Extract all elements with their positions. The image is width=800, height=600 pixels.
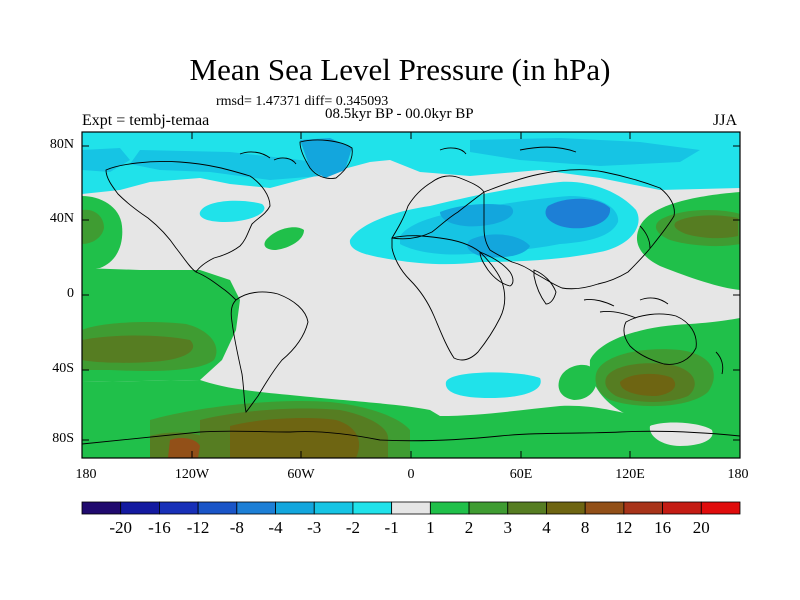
colorbar-swatch: [313, 501, 354, 515]
india-coast: [533, 269, 557, 305]
indian-ocean-positive: [558, 364, 597, 400]
arabia-coast: [479, 251, 514, 287]
northwest-pacific-core-inner: [674, 215, 738, 239]
colorbar-label: -20: [109, 518, 133, 537]
central-america-coast: [195, 271, 237, 301]
lon-label-60e: 60E: [509, 467, 533, 482]
colorbar-swatch: [236, 501, 276, 515]
lat-label-0: 0: [67, 286, 74, 301]
greenland-negative: [300, 138, 352, 178]
colorbar-label: 8: [580, 518, 590, 537]
contour-fill-layer: [82, 132, 740, 458]
colorbar-swatch: [546, 501, 586, 515]
colorbar-label: -1: [384, 518, 399, 537]
colorbar-label: 3: [503, 518, 513, 537]
atlantic-positive-cell: [264, 227, 304, 250]
colorbar-swatch: [468, 501, 509, 515]
antarctic-positive-max: [230, 418, 360, 458]
south-america-coast: [230, 291, 309, 413]
lon-label-60w: 60W: [287, 467, 315, 482]
colorbar-label: -2: [345, 518, 361, 537]
north-pacific-west-core: [82, 209, 104, 244]
colorbar-swatch: [507, 501, 547, 515]
eurasia-negative-core-east: [545, 198, 611, 229]
map-title: Mean Sea Level Pressure (in hPa): [189, 52, 611, 87]
colorbar-label: -3: [307, 518, 322, 537]
north-america-coast: [105, 161, 271, 273]
colorbar-swatch: [700, 501, 741, 515]
antarctic-negative-spot: [649, 422, 713, 446]
lat-label-40s: 40S: [52, 361, 74, 376]
colorbar-swatch: [81, 501, 122, 515]
colorbar-label: -4: [268, 518, 283, 537]
lon-label-120w: 120W: [174, 467, 210, 482]
southern-ocean-negative-cell: [445, 372, 541, 398]
lon-label-120e: 120E: [615, 467, 645, 482]
asia-coast: [483, 169, 675, 290]
lon-label-180e: 180: [727, 467, 749, 482]
colorbar-swatch: [352, 501, 393, 515]
antarctica-coast: [82, 430, 740, 445]
greenland-coast: [299, 139, 353, 179]
rmsd-diff-line: rmsd= 1.47371 diff= 0.345093: [216, 94, 389, 109]
lat-label-80s: 80S: [52, 431, 74, 446]
colorbar-swatch: [662, 501, 702, 515]
lat-label-80n: 80N: [49, 137, 74, 152]
coastlines: [82, 139, 740, 445]
southeast-asia-islands: [583, 297, 669, 319]
colorbar-swatch: [275, 501, 315, 515]
season-label: JJA: [713, 112, 738, 129]
colorbar-label: 16: [654, 518, 672, 537]
colorbar-label: 1: [426, 518, 435, 537]
colorbar-label: -12: [186, 518, 210, 537]
colorbar-label: 4: [542, 518, 551, 537]
africa-coast: [391, 235, 506, 361]
colorbar-swatch: [584, 501, 625, 515]
atlantic-negative-cell: [199, 200, 265, 222]
colorbar-label: 20: [692, 518, 710, 537]
japan-coast: [639, 225, 651, 249]
colorbar-label: 2: [464, 518, 474, 537]
pacific-positive-core-inner: [82, 335, 194, 363]
eurasia-negative-core-west: [440, 204, 514, 227]
colorbar-label: -8: [229, 518, 244, 537]
lon-label-0: 0: [407, 467, 415, 482]
colorbar-swatch: [623, 501, 663, 515]
arctic-east-negative: [470, 138, 700, 166]
lon-label-180w: 180: [75, 467, 97, 482]
colorbar-label: -16: [148, 518, 171, 537]
colorbar-swatch: [159, 501, 199, 515]
europe-coast: [391, 175, 485, 240]
axis-ticks: [82, 132, 740, 458]
lat-label-40n: 40N: [49, 211, 74, 226]
arctic-deeper-negative: [130, 150, 340, 180]
experiment-label: Expt = tembj-temaa: [82, 112, 210, 129]
south-pacific-core-max: [620, 373, 676, 396]
australia-coast: [623, 313, 697, 365]
time-period: 08.5kyr BP - 00.0kyr BP: [325, 106, 474, 122]
arctic-islands: [239, 146, 577, 165]
colorbar-swatch: [391, 501, 431, 515]
colorbar-label: 12: [615, 518, 633, 537]
colorbar-swatch: [120, 501, 160, 515]
colorbar: [81, 501, 741, 515]
new-zealand-coast: [715, 351, 724, 375]
colorbar-swatch: [429, 501, 470, 515]
eurasia-negative-core-south: [467, 234, 530, 258]
colorbar-swatch: [197, 501, 238, 515]
